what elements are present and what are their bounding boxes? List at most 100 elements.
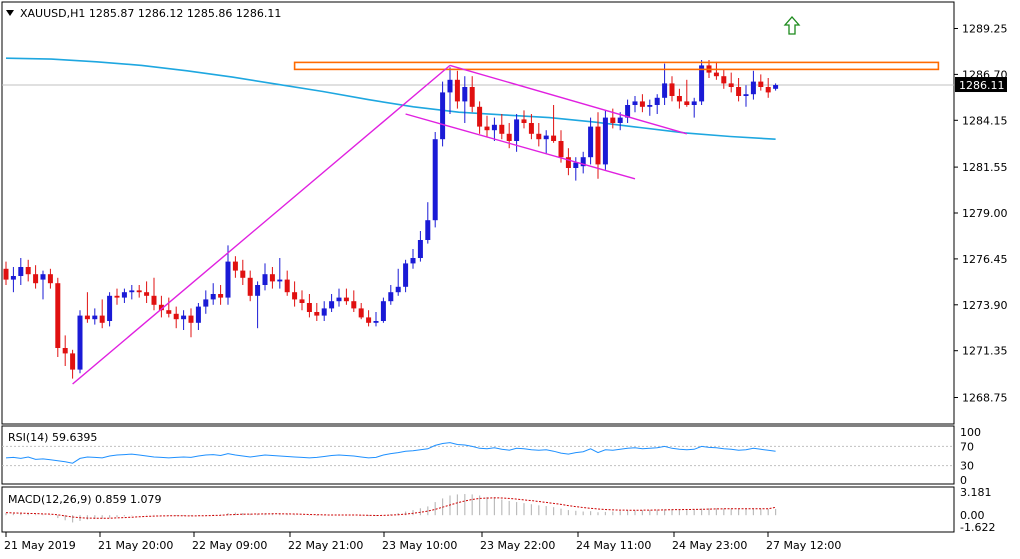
candle-body <box>351 301 357 309</box>
time-tick-label: 27 May 12:00 <box>766 539 841 552</box>
candle-body <box>662 83 668 98</box>
candle-body <box>632 101 638 105</box>
time-tick-label: 23 May 22:00 <box>480 539 555 552</box>
candle-body <box>758 81 764 87</box>
candle-body <box>121 292 127 298</box>
candle-body <box>395 286 401 293</box>
candle-body <box>713 72 719 77</box>
candle-body <box>114 295 120 298</box>
candle-body <box>669 83 675 96</box>
price-tick-label: 1281.55 <box>962 161 1008 174</box>
resistance-zone <box>293 61 940 71</box>
candle-body <box>195 306 201 323</box>
price-tick-label: 1279.00 <box>962 207 1008 220</box>
candle-body <box>277 279 283 282</box>
candle-body <box>743 94 749 96</box>
price-tick-label: 1284.15 <box>962 114 1008 127</box>
candle-body <box>358 308 364 318</box>
candle-body <box>654 97 660 105</box>
candle-body <box>684 101 690 105</box>
candle-body <box>595 126 601 165</box>
candle-body <box>403 263 409 287</box>
candle-body <box>47 274 53 284</box>
candle-body <box>647 105 653 107</box>
trend-overlays <box>72 61 940 385</box>
candle-body <box>225 261 231 298</box>
candle-body <box>373 321 379 323</box>
rsi-tick-label: 0 <box>960 474 967 487</box>
candle-body <box>10 276 16 280</box>
time-tick-label: 22 May 21:00 <box>288 539 363 552</box>
price-tick-label: 1276.45 <box>962 253 1008 266</box>
macd-title: MACD(12,26,9) 0.859 1.079 <box>8 493 162 506</box>
candle-body <box>203 299 209 307</box>
candle-body <box>514 119 520 141</box>
candle-body <box>336 297 342 302</box>
candle-body <box>432 139 438 221</box>
candle-body <box>321 308 327 316</box>
time-tick-label: 24 May 23:00 <box>672 539 747 552</box>
candle-body <box>247 277 253 296</box>
macd-panel-frame <box>1 486 955 533</box>
candle-body <box>477 106 483 127</box>
candle-body <box>506 133 512 141</box>
time-tick-label: 23 May 10:00 <box>382 539 457 552</box>
candle-body <box>388 292 394 302</box>
macd-tick-label: 0.00 <box>960 509 985 522</box>
candle-body <box>292 292 298 300</box>
candle-body <box>158 304 164 311</box>
candle-body <box>440 92 446 140</box>
rsi-panel-frame <box>1 425 955 485</box>
channel-lower-line <box>405 113 636 180</box>
candle-body <box>107 295 113 321</box>
triangle-down-icon[interactable] <box>6 10 14 16</box>
macd-tick-label: -1.622 <box>960 521 995 534</box>
time-tick-label: 21 May 20:00 <box>98 539 173 552</box>
candle-body <box>736 87 742 96</box>
candle-body <box>269 274 275 282</box>
candle-body <box>329 301 335 309</box>
macd-signal-line <box>5 497 776 519</box>
ma-line <box>5 57 776 140</box>
price-axis: 1289.251286.701284.151281.551279.001276.… <box>2 23 1008 405</box>
candle-body <box>84 315 90 320</box>
current-price-label: 1286.11 <box>959 79 1005 92</box>
candle-body <box>417 240 423 258</box>
candle-body <box>699 65 705 102</box>
candle-body <box>565 157 571 168</box>
candle-body <box>232 261 238 271</box>
candle-body <box>543 135 549 140</box>
rsi-tick-label: 100 <box>960 426 981 439</box>
candle-body <box>262 274 268 285</box>
candle-body <box>773 85 779 89</box>
candle-body <box>366 317 372 323</box>
time-tick-label: 24 May 11:00 <box>576 539 651 552</box>
current-price-box <box>955 77 1007 93</box>
candle-body <box>676 96 682 102</box>
candle-body <box>551 135 557 141</box>
candle-body <box>210 294 216 300</box>
candle-body <box>558 141 564 158</box>
price-tick-label: 1289.25 <box>962 23 1008 36</box>
price-tick-label: 1273.90 <box>962 299 1008 312</box>
candle-body <box>129 290 135 293</box>
candle-body <box>588 126 594 158</box>
candle-body <box>284 279 290 293</box>
candle-body <box>610 117 616 123</box>
candle-body <box>528 123 534 134</box>
candle-body <box>447 79 453 93</box>
candle-body <box>750 81 756 95</box>
candle-body <box>255 285 261 296</box>
candle-body <box>144 292 150 296</box>
candle-body <box>521 119 527 123</box>
candle-body <box>536 133 542 140</box>
time-tick-label: 22 May 09:00 <box>192 539 267 552</box>
candle-body <box>299 299 305 303</box>
arrow-up-icon <box>783 16 801 35</box>
candle-body <box>188 315 194 323</box>
candle-body <box>314 312 320 316</box>
candle-body <box>3 268 9 280</box>
